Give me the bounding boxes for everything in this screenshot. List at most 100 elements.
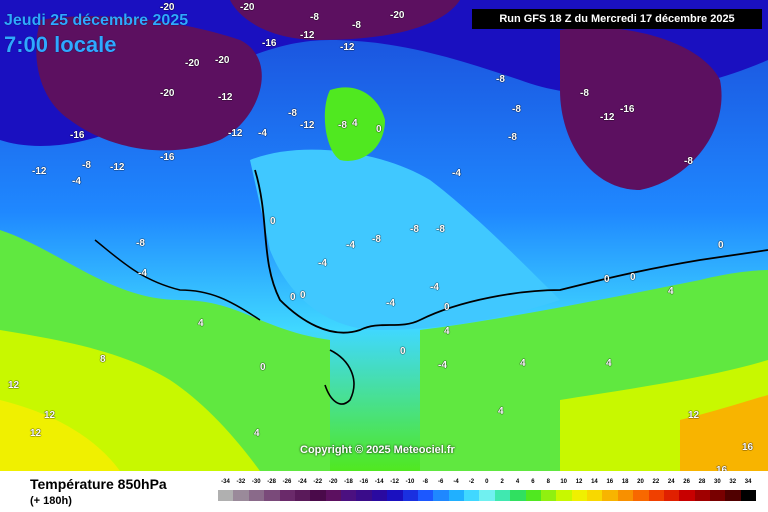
cold-tongue-europe	[250, 149, 560, 330]
scale-tick-label: -16	[359, 479, 369, 485]
temperature-value-label: -16	[620, 104, 635, 115]
temperature-value-label: 4	[668, 286, 674, 297]
temperature-value-label: -8	[352, 20, 361, 31]
scale-tick-label: 28	[698, 479, 706, 485]
scale-swatch	[387, 490, 403, 501]
coastline-south	[254, 169, 768, 334]
lead-time: (+ 180h)	[30, 495, 72, 507]
temperature-value-label: -16	[160, 152, 175, 163]
scale-tick-label: -12	[390, 479, 399, 485]
temperature-value-label: -12	[340, 42, 355, 53]
temperature-value-label: -16	[70, 130, 85, 141]
temperature-value-label: -4	[318, 258, 327, 269]
scale-tick-label: -30	[251, 479, 261, 485]
scale-swatch	[279, 490, 295, 501]
temperature-value-label: -4	[258, 128, 267, 139]
cold-pool-russia	[560, 27, 722, 190]
scale-swatch	[448, 490, 464, 501]
temperature-value-label: -4	[72, 176, 81, 187]
scale-swatch	[464, 490, 480, 501]
scale-swatch	[710, 490, 726, 501]
temperature-value-label: -20	[185, 58, 200, 69]
scale-swatch	[494, 490, 511, 501]
scale-swatch	[587, 490, 603, 501]
temperature-value-label: -20	[160, 88, 175, 99]
scale-tick-label: -24	[298, 479, 307, 485]
scale-tick-label: -14	[374, 479, 384, 485]
scale-swatch	[371, 490, 388, 501]
temperature-value-label: 16	[716, 465, 728, 471]
scale-tick-label: -10	[405, 479, 415, 485]
scale-tick-label: 0	[485, 479, 489, 485]
scale-swatch	[556, 490, 572, 501]
scale-tick-label: 34	[744, 479, 752, 485]
temperature-value-label: 0	[400, 346, 406, 357]
scale-swatch	[233, 490, 249, 501]
scale-tick-label: 18	[621, 479, 629, 485]
scale-swatch	[310, 490, 326, 501]
scale-labels: -34 -32 -30 -28 -26 -24 -22 -20 -18 -16 -14 -12 -10-…	[218, 479, 756, 489]
variable-title: Température 850hPa	[30, 476, 167, 492]
temperature-value-label: 12	[44, 410, 56, 421]
temperature-value-label: 4	[520, 358, 526, 369]
scale-tick-label: -8	[422, 479, 428, 485]
scale-swatch	[540, 490, 557, 501]
scale-tick-label: 14	[591, 479, 598, 485]
temperature-value-label: 0	[270, 216, 276, 227]
scale-swatch	[725, 490, 741, 501]
temperature-value-label: -8	[372, 234, 381, 245]
scale-swatch	[294, 490, 311, 501]
scale-swatch	[218, 490, 234, 501]
temperature-value-label: 16	[742, 442, 754, 453]
temperature-value-label: -8	[338, 120, 347, 131]
temperature-value-label: 0	[718, 240, 724, 251]
temperature-value-label: -8	[410, 224, 419, 235]
temperature-value-label: -8	[136, 238, 145, 249]
temperature-value-label: -12	[228, 128, 243, 139]
isotherm-atlantic	[94, 239, 261, 321]
scale-swatch	[325, 490, 341, 501]
scale-tick-label: -2	[468, 479, 475, 485]
scale-swatch	[617, 490, 634, 501]
coastline-iberia	[324, 349, 355, 405]
temperature-value-label: -20	[160, 2, 175, 13]
forecast-time: 7:00 locale	[4, 32, 117, 57]
temperature-value-label: -4	[430, 282, 439, 293]
temperature-value-label: -8	[580, 88, 589, 99]
temperature-value-label: 4	[254, 428, 260, 439]
scale-swatch	[341, 490, 357, 501]
scale-tick-label: 8	[546, 479, 550, 485]
temperature-value-label: 0	[290, 292, 296, 303]
iceland-warm-spot	[324, 87, 385, 161]
temperature-value-label: -12	[600, 112, 615, 123]
scale-tick-label: -32	[236, 479, 246, 485]
scale-tick-label: -28	[267, 479, 276, 485]
scale-tick-label: 20	[637, 479, 644, 485]
scale-tick-label: -4	[453, 479, 459, 485]
forecast-date: Jeudi 25 décembre 2025	[4, 12, 189, 29]
scale-swatch	[663, 490, 680, 501]
temperature-value-label: 12	[30, 428, 42, 439]
temperature-value-label: 12	[688, 410, 700, 421]
temperature-value-label: 4	[444, 326, 450, 337]
scale-tick-label: 30	[714, 479, 721, 485]
map-canvas	[0, 0, 768, 471]
scale-swatch	[633, 490, 649, 501]
temperature-value-label: 4	[352, 118, 358, 129]
temperature-value-label: 8	[100, 354, 106, 365]
scale-tick-label: 6	[531, 479, 535, 485]
temperature-value-label: -8	[288, 108, 297, 119]
temperature-value-label: 0	[260, 362, 266, 373]
temperature-value-label: -8	[436, 224, 445, 235]
temperature-value-label: -4	[386, 298, 395, 309]
temperature-value-label: -12	[218, 92, 233, 103]
scale-swatch	[694, 490, 710, 501]
temperature-value-label: -12	[300, 120, 315, 131]
scale-swatch	[510, 490, 526, 501]
scale-tick-label: 22	[652, 479, 660, 485]
temperature-value-label: -8	[496, 74, 505, 85]
temperature-value-label: -12	[32, 166, 47, 177]
hot-zone-atlantic	[0, 400, 120, 471]
temperature-value-label: 0	[444, 302, 450, 313]
temperature-value-label: 12	[8, 380, 20, 391]
